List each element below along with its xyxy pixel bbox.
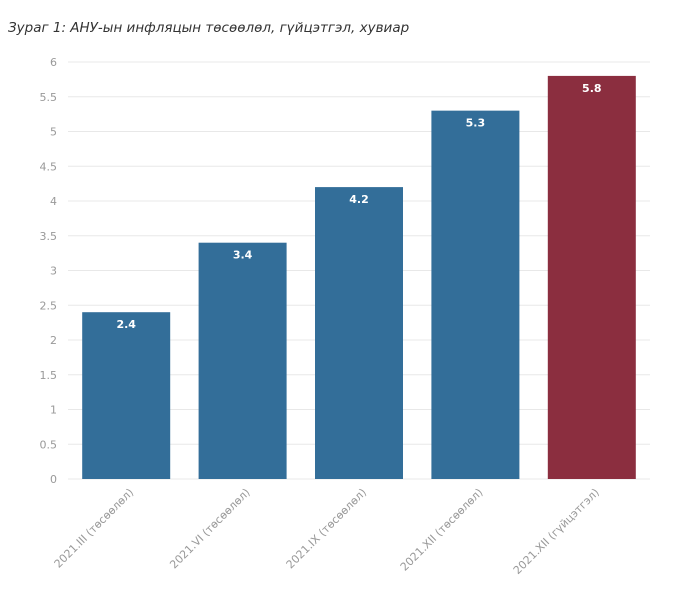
chart-title: Зураг 1: АНУ-ын инфляцын төсөөлөл, гүйцэ… xyxy=(8,20,410,36)
y-tick-label: 4.5 xyxy=(40,160,58,173)
data-label: 2.4 xyxy=(116,318,136,331)
x-axis-ticks: 2021.III (төсөөлөл) 2021.VI (төсөөлөл) 202… xyxy=(52,486,602,577)
y-tick-label: 1 xyxy=(50,404,57,417)
bar xyxy=(315,187,403,479)
bar xyxy=(431,110,520,480)
data-label: 3.4 xyxy=(233,249,253,262)
data-label: 5.8 xyxy=(582,82,602,95)
y-tick-label: 6 xyxy=(50,56,57,69)
x-tick-label: 2021.VI (төсөөлөл) xyxy=(167,486,252,571)
y-tick-label: 5 xyxy=(50,126,57,139)
data-label: 5.3 xyxy=(466,117,486,130)
y-axis-ticks: 0 0.5 1 1.5 2 2.5 3 3.5 4 4.5 5 5.5 6 xyxy=(40,56,58,486)
y-tick-label: 0 xyxy=(50,473,57,486)
y-tick-label: 2.5 xyxy=(40,299,58,312)
x-tick-label: 2021.III (төсөөлөл) xyxy=(52,486,137,571)
y-tick-label: 3.5 xyxy=(40,230,58,243)
bar xyxy=(547,75,636,480)
y-tick-label: 0.5 xyxy=(40,438,58,451)
data-label: 4.2 xyxy=(349,193,369,206)
bars xyxy=(82,75,636,480)
x-tick-label: 2021.IX (төсөөлөл) xyxy=(284,486,369,571)
y-tick-label: 2 xyxy=(50,334,57,347)
y-tick-label: 4 xyxy=(50,195,57,208)
x-tick-label: 2021.XII (төсөөлөл) xyxy=(398,486,486,574)
data-labels: 2.4 3.4 4.2 5.3 5.8 xyxy=(116,82,601,331)
y-tick-label: 3 xyxy=(50,265,57,278)
y-tick-label: 1.5 xyxy=(40,369,58,382)
x-tick-label: 2021.XII (гүйцэтгэл) xyxy=(511,486,602,577)
bar xyxy=(198,242,287,479)
bar xyxy=(82,312,171,479)
y-tick-label: 5.5 xyxy=(40,91,58,104)
